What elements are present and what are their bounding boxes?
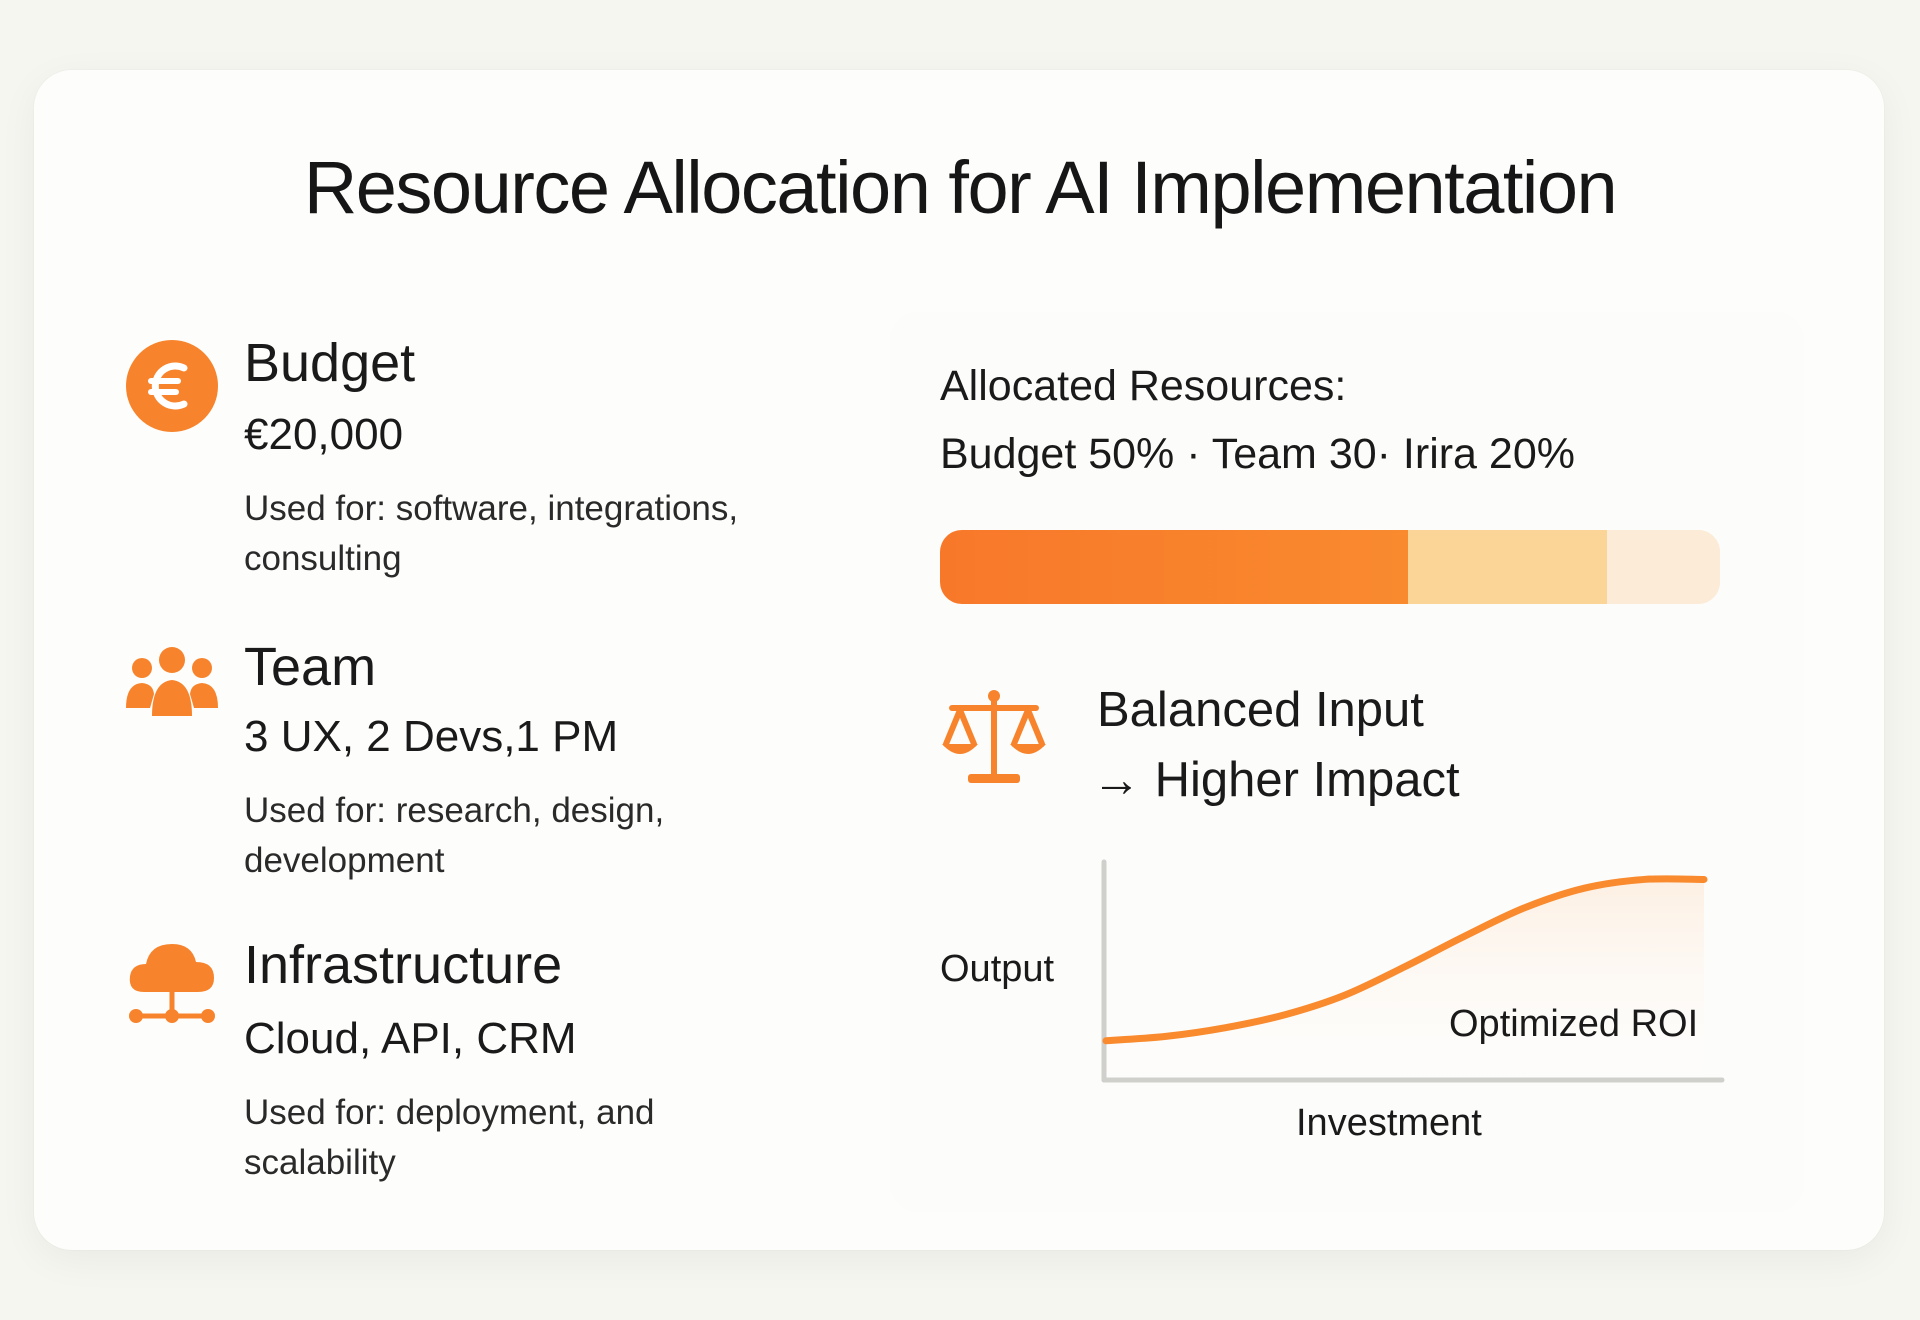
balance-scale-icon (942, 690, 1046, 783)
allocation-label: Allocated Resources: (940, 362, 1347, 410)
allocation-bar (940, 530, 1720, 604)
balance-line-1: Balanced Input (1097, 683, 1424, 737)
allocation-segment-team (1408, 530, 1607, 604)
infrastructure-usage: Used for: deployment, and scalability (244, 1088, 804, 1188)
page-title: Resource Allocation for AI Implementatio… (303, 146, 1618, 229)
euro-icon (126, 340, 218, 432)
infrastructure-usage-line1: Used for: deployment, and (244, 1093, 655, 1132)
budget-usage-line1: Used for: software, integrations, (244, 489, 739, 528)
budget-usage-line2: consulting (244, 539, 402, 578)
chart-x-label: Investment (1296, 1102, 1482, 1144)
team-usage-line2: development (244, 841, 445, 880)
team-usage: Used for: research, design, development (244, 786, 804, 886)
team-title: Team (244, 637, 377, 697)
cloud-network-icon (129, 944, 215, 1023)
infrastructure-value: Cloud, API, CRM (244, 1014, 577, 1063)
balance-line-2: → Higher Impact (1092, 753, 1460, 807)
chart-y-label: Output (940, 948, 1055, 990)
allocation-split-text: Budget 50% · Team 30· Irira 20% (940, 430, 1575, 478)
team-usage-line1: Used for: research, design, (244, 791, 665, 830)
team-icon (126, 647, 218, 716)
budget-usage: Used for: software, integrations, consul… (244, 484, 804, 584)
team-value: 3 UX, 2 Devs,1 PM (244, 712, 619, 761)
allocation-segment-infrastructure (1606, 530, 1720, 604)
infrastructure-title: Infrastructure (244, 935, 563, 995)
chart-annotation: Optimized ROI (1449, 1003, 1699, 1045)
budget-value: €20,000 (244, 410, 404, 459)
allocation-segment-budget (940, 530, 1408, 604)
budget-title: Budget (244, 333, 416, 393)
infrastructure-usage-line2: scalability (244, 1143, 396, 1182)
